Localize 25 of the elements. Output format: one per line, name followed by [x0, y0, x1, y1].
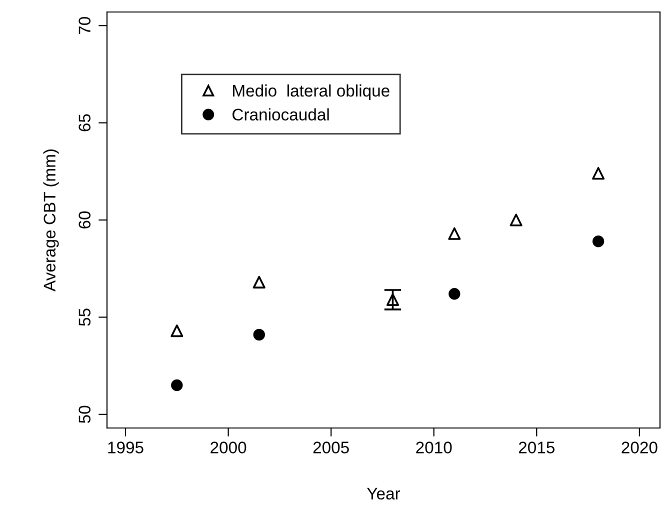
point	[448, 288, 460, 300]
y-tick-label: 70	[78, 16, 91, 34]
point	[592, 236, 604, 248]
x-tick-label: 2020	[622, 442, 658, 454]
x-tick-label: 1995	[108, 442, 144, 454]
point	[448, 227, 461, 240]
x-tick-label: 2010	[416, 442, 452, 454]
point	[510, 214, 522, 226]
point	[592, 167, 605, 180]
x-tick-label: 2000	[210, 442, 246, 454]
y-axis-title: Average CBT (mm)	[43, 150, 59, 292]
x-tick-label: 2015	[518, 442, 554, 454]
y-tick-label: 60	[78, 211, 91, 228]
y-tick-label: 65	[78, 114, 91, 132]
point	[386, 293, 400, 306]
point	[253, 328, 265, 341]
x-axis-title: Year	[367, 488, 400, 500]
legend-label: Craniocaudal	[232, 108, 329, 121]
legend-label: Medio lateral oblique	[233, 84, 390, 100]
point	[252, 276, 266, 288]
point	[171, 379, 183, 392]
y-tick-label: 50	[78, 406, 91, 423]
point	[170, 324, 184, 338]
x-tick-label: 2005	[313, 442, 349, 454]
y-tick-label: 55	[78, 308, 91, 326]
